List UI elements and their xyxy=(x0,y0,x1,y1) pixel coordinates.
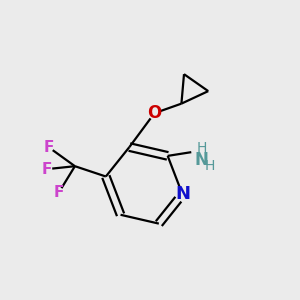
Text: H: H xyxy=(196,141,207,155)
Text: N: N xyxy=(175,185,190,203)
Text: F: F xyxy=(53,185,64,200)
Text: N: N xyxy=(195,151,208,169)
Text: F: F xyxy=(43,140,54,154)
Text: H: H xyxy=(205,159,215,172)
Text: F: F xyxy=(42,162,52,177)
Text: O: O xyxy=(147,104,161,122)
